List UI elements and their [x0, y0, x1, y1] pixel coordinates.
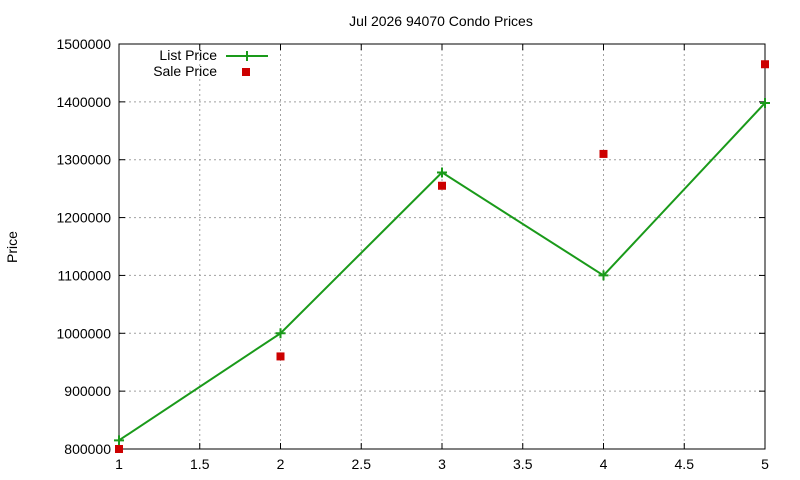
- legend: List Price Sale Price: [153, 47, 268, 79]
- sale-price-point: [599, 149, 608, 158]
- y-tick-label: 800000: [64, 441, 111, 457]
- list-price-point: [598, 270, 609, 281]
- legend-label-sale-price: Sale Price: [153, 63, 217, 79]
- y-axis-label: Price: [4, 231, 20, 263]
- legend-label-list-price: List Price: [159, 47, 217, 63]
- series-layer: [114, 60, 770, 453]
- x-tick-label: 3: [438, 456, 446, 472]
- x-tick-label: 1.5: [190, 456, 210, 472]
- y-tick-label: 1200000: [56, 210, 111, 226]
- sale-price-point: [115, 445, 123, 453]
- x-tick-label: 4.5: [675, 456, 695, 472]
- sale-price-point: [276, 352, 285, 361]
- y-tick-label: 900000: [64, 383, 111, 399]
- y-tick-label: 1000000: [56, 325, 111, 341]
- x-tick-label: 2: [277, 456, 285, 472]
- axis-ticks: 1 1.5 2 2.5 3 3.5 4 4.5 5 800000 900000 1000000 1100…: [56, 36, 769, 472]
- x-tick-label: 1: [115, 456, 123, 472]
- legend-marker-list-price: [242, 51, 252, 61]
- list-price-point: [114, 435, 124, 446]
- x-tick-label: 5: [761, 456, 769, 472]
- sale-price-point: [761, 60, 769, 69]
- y-tick-label: 1500000: [56, 36, 111, 52]
- y-tick-label: 1400000: [56, 94, 111, 110]
- list-price-point: [437, 167, 447, 178]
- sale-price-point: [438, 181, 446, 190]
- y-tick-label: 1300000: [56, 152, 111, 168]
- chart-title: Jul 2026 94070 Condo Prices: [349, 13, 533, 29]
- x-tick-label: 4: [600, 456, 608, 472]
- y-tick-label: 1100000: [58, 267, 112, 283]
- legend-marker-sale-price: [242, 68, 250, 76]
- list-price-point: [760, 98, 770, 109]
- x-tick-label: 3.5: [513, 456, 533, 472]
- list-price-point: [275, 328, 286, 339]
- x-tick-label: 2.5: [352, 456, 372, 472]
